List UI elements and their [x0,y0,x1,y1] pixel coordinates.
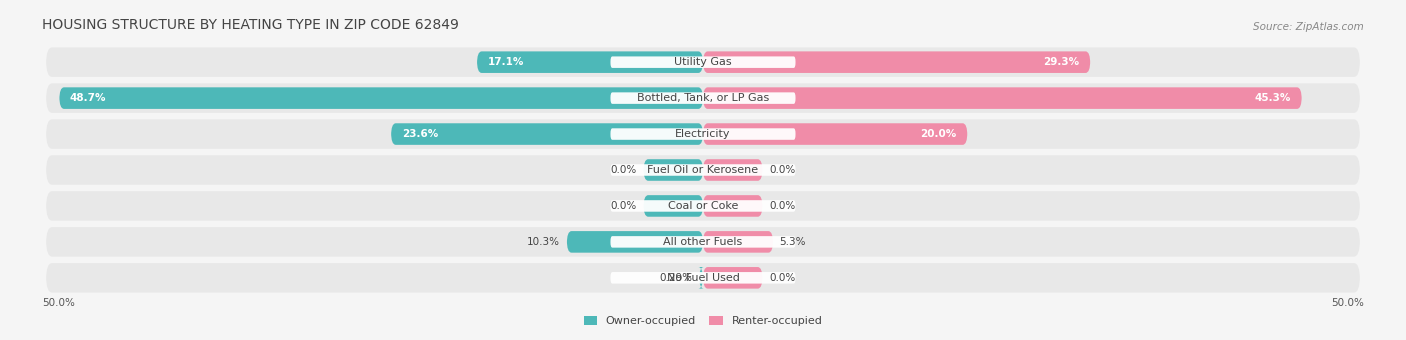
FancyBboxPatch shape [703,123,967,145]
FancyBboxPatch shape [46,119,1360,149]
Text: Bottled, Tank, or LP Gas: Bottled, Tank, or LP Gas [637,93,769,103]
Text: 20.0%: 20.0% [921,129,956,139]
Text: All other Fuels: All other Fuels [664,237,742,247]
Text: Coal or Coke: Coal or Coke [668,201,738,211]
Text: 50.0%: 50.0% [1331,298,1364,308]
Text: 50.0%: 50.0% [42,298,75,308]
FancyBboxPatch shape [644,159,703,181]
FancyBboxPatch shape [610,164,796,176]
FancyBboxPatch shape [699,267,704,289]
FancyBboxPatch shape [46,83,1360,113]
Text: 0.0%: 0.0% [769,201,796,211]
FancyBboxPatch shape [703,195,762,217]
Text: 10.3%: 10.3% [527,237,560,247]
Text: No Fuel Used: No Fuel Used [666,273,740,283]
FancyBboxPatch shape [391,123,703,145]
FancyBboxPatch shape [610,92,796,104]
Text: 45.3%: 45.3% [1254,93,1291,103]
Text: 0.0%: 0.0% [610,201,637,211]
Text: 29.3%: 29.3% [1043,57,1080,67]
Text: 23.6%: 23.6% [402,129,437,139]
FancyBboxPatch shape [644,195,703,217]
Text: Electricity: Electricity [675,129,731,139]
FancyBboxPatch shape [46,155,1360,185]
FancyBboxPatch shape [703,51,1090,73]
FancyBboxPatch shape [610,56,796,68]
FancyBboxPatch shape [703,231,773,253]
FancyBboxPatch shape [610,272,796,284]
FancyBboxPatch shape [46,191,1360,221]
FancyBboxPatch shape [610,128,796,140]
FancyBboxPatch shape [610,236,796,248]
Text: Utility Gas: Utility Gas [675,57,731,67]
Text: Fuel Oil or Kerosene: Fuel Oil or Kerosene [647,165,759,175]
Text: 48.7%: 48.7% [70,93,107,103]
FancyBboxPatch shape [46,48,1360,77]
Legend: Owner-occupied, Renter-occupied: Owner-occupied, Renter-occupied [579,311,827,330]
FancyBboxPatch shape [703,159,762,181]
Text: 5.3%: 5.3% [780,237,806,247]
FancyBboxPatch shape [703,87,1302,109]
Text: 17.1%: 17.1% [488,57,524,67]
Text: HOUSING STRUCTURE BY HEATING TYPE IN ZIP CODE 62849: HOUSING STRUCTURE BY HEATING TYPE IN ZIP… [42,18,458,32]
FancyBboxPatch shape [46,227,1360,257]
Text: 0.29%: 0.29% [659,273,693,283]
FancyBboxPatch shape [567,231,703,253]
FancyBboxPatch shape [477,51,703,73]
Text: 0.0%: 0.0% [769,165,796,175]
Text: Source: ZipAtlas.com: Source: ZipAtlas.com [1253,22,1364,32]
FancyBboxPatch shape [610,200,796,212]
Text: 0.0%: 0.0% [610,165,637,175]
Text: 0.0%: 0.0% [769,273,796,283]
FancyBboxPatch shape [703,267,762,289]
FancyBboxPatch shape [46,263,1360,292]
FancyBboxPatch shape [59,87,703,109]
